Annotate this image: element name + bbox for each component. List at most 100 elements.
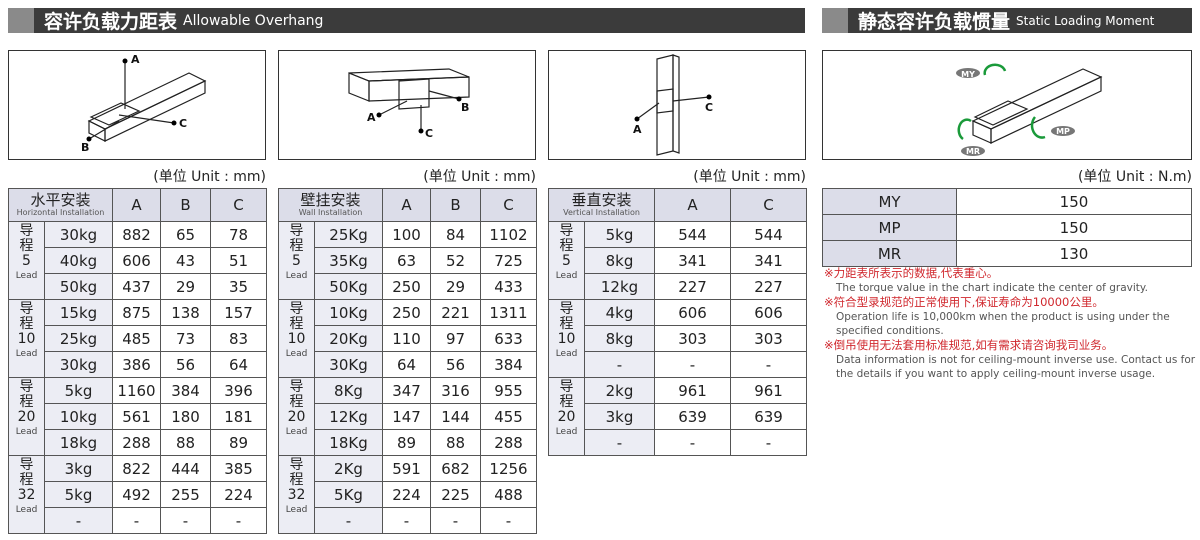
value-cell: 73 — [160, 325, 212, 352]
header-cell: 壁挂安装 Wall Installation — [277, 188, 384, 222]
column-header: B — [160, 188, 212, 222]
note: ※倒吊使用无法套用标准规范,如有需求请咨询我司业务。 Data informati… — [824, 338, 1200, 381]
data-row: ---- — [9, 507, 268, 534]
value-cell: 181 — [210, 403, 268, 430]
diagram-label: MY — [961, 70, 975, 79]
lead-unit: Lead — [15, 505, 38, 515]
value-cell: 255 — [160, 481, 212, 508]
note-en: Data information is not for ceiling-moun… — [836, 354, 1196, 380]
moment-value: 150 — [956, 188, 1192, 215]
unit-label: (单位 Unit : N.m) — [1077, 169, 1192, 185]
notes: ※力距表所表示的数据,代表重心。 The torque value in the … — [824, 266, 1200, 381]
data-row: 12Kg 147 144 455 — [279, 403, 538, 430]
lead-cell: 导程 10 Lead — [278, 299, 315, 378]
note: ※符合型录规范的正常使用下,保证寿命为10000公里。 Operation lif… — [824, 295, 1200, 338]
value-cell: 303 — [730, 325, 808, 352]
value-cell: 1102 — [480, 221, 538, 248]
header-cell: 水平安装 Horizontal Installation — [7, 188, 114, 222]
value-cell: 316 — [430, 377, 482, 404]
data-row: 导程 20 Lead 8Kg 347 316 955 — [278, 377, 538, 456]
data-row: 30Kg 64 56 384 — [279, 351, 538, 378]
value-cell: 725 — [480, 247, 538, 274]
value-cell: 89 — [382, 429, 432, 456]
load-cell: 3kg — [583, 403, 656, 430]
diagram-label: C — [179, 117, 187, 130]
value-cell: 591 — [382, 455, 432, 482]
load-cell: 35Kg — [313, 247, 384, 274]
data-row: --- — [549, 429, 808, 456]
load-cell: - — [43, 507, 114, 534]
value-cell: 882 — [112, 221, 162, 248]
value-cell: 606 — [112, 247, 162, 274]
value-cell: 97 — [430, 325, 482, 352]
lead-label: 导程 — [289, 457, 304, 488]
lead-value: 10 — [17, 331, 36, 347]
lead-value: 5 — [562, 253, 571, 269]
moment-table: MY 150 MP 150 MR 130 — [822, 188, 1192, 267]
value-cell: 227 — [730, 273, 808, 300]
value-cell: 35 — [210, 273, 268, 300]
lead-value: 5 — [292, 253, 301, 269]
lead-cell: 导程 10 Lead — [548, 299, 585, 378]
value-cell: - — [654, 429, 732, 456]
diagram: A C — [548, 50, 806, 160]
overhang-table: 壁挂安装 Wall Installation A B C 导程 5 Lead 25Kg 100 84… — [277, 188, 538, 534]
value-cell: 347 — [382, 377, 432, 404]
lead-value: 20 — [287, 409, 306, 425]
header-row: 垂直安装 Vertical Installation A C — [547, 188, 808, 222]
unit-label: (单位 Unit : mm) — [153, 169, 266, 185]
value-cell: 250 — [382, 299, 432, 326]
lead-cell: 导程 20 Lead — [548, 377, 585, 456]
value-cell: 29 — [430, 273, 482, 300]
lead-unit: Lead — [285, 427, 308, 437]
data-row: 18Kg 89 88 288 — [279, 429, 538, 456]
lead-label: 导程 — [19, 379, 34, 410]
load-cell: 8kg — [583, 325, 656, 352]
load-cell: 10Kg — [313, 299, 384, 326]
value-cell: 544 — [730, 221, 808, 248]
moment-name: MP — [822, 214, 957, 241]
lead-unit: Lead — [555, 349, 578, 359]
load-cell: 30kg — [43, 351, 114, 378]
mount-en: Wall Installation — [298, 208, 363, 217]
data-row: 50Kg 250 29 433 — [279, 273, 538, 300]
left-header: 容许负载力距表 Allowable Overhang — [8, 8, 805, 33]
unit-label: (单位 Unit : mm) — [693, 169, 806, 185]
load-cell: 5kg — [43, 481, 114, 508]
column-header: C — [210, 188, 268, 222]
value-cell: 51 — [210, 247, 268, 274]
data-row: 导程 10 Lead 4kg 606 606 — [548, 299, 808, 378]
value-cell: 396 — [210, 377, 268, 404]
value-cell: - — [430, 507, 482, 534]
load-cell: 50kg — [43, 273, 114, 300]
value-cell: 433 — [480, 273, 538, 300]
value-cell: 63 — [382, 247, 432, 274]
lead-cell: 导程 5 Lead — [8, 221, 45, 300]
value-cell: 303 — [654, 325, 732, 352]
value-cell: 100 — [382, 221, 432, 248]
lead-value: 32 — [287, 487, 306, 503]
diagram-label: B — [81, 141, 89, 154]
lead-cell: 导程 20 Lead — [278, 377, 315, 456]
data-row: 导程 5 Lead 30kg 882 65 78 — [8, 221, 268, 300]
value-cell: - — [654, 351, 732, 378]
diagram-label: MP — [1056, 127, 1070, 136]
value-cell: 633 — [480, 325, 538, 352]
data-row: 30kg 386 56 64 — [9, 351, 268, 378]
note-cn: ※符合型录规范的正常使用下,保证寿命为10000公里。 — [824, 295, 1104, 309]
value-cell: 64 — [210, 351, 268, 378]
value-cell: 1160 — [112, 377, 162, 404]
data-row: 50kg 437 29 35 — [9, 273, 268, 300]
value-cell: 961 — [730, 377, 808, 404]
value-cell: - — [480, 507, 538, 534]
value-cell: 221 — [430, 299, 482, 326]
diagram: A B C — [8, 50, 266, 160]
data-row: 8kg 341 341 — [549, 247, 808, 274]
value-cell: 1256 — [480, 455, 538, 482]
value-cell: 65 — [160, 221, 212, 248]
value-cell: 64 — [382, 351, 432, 378]
data-row: 导程 20 Lead 2kg 961 961 — [548, 377, 808, 456]
data-row: 导程 10 Lead 15kg 875 138 157 — [8, 299, 268, 378]
moment-value: 150 — [956, 214, 1192, 241]
load-cell: 5kg — [583, 221, 656, 248]
